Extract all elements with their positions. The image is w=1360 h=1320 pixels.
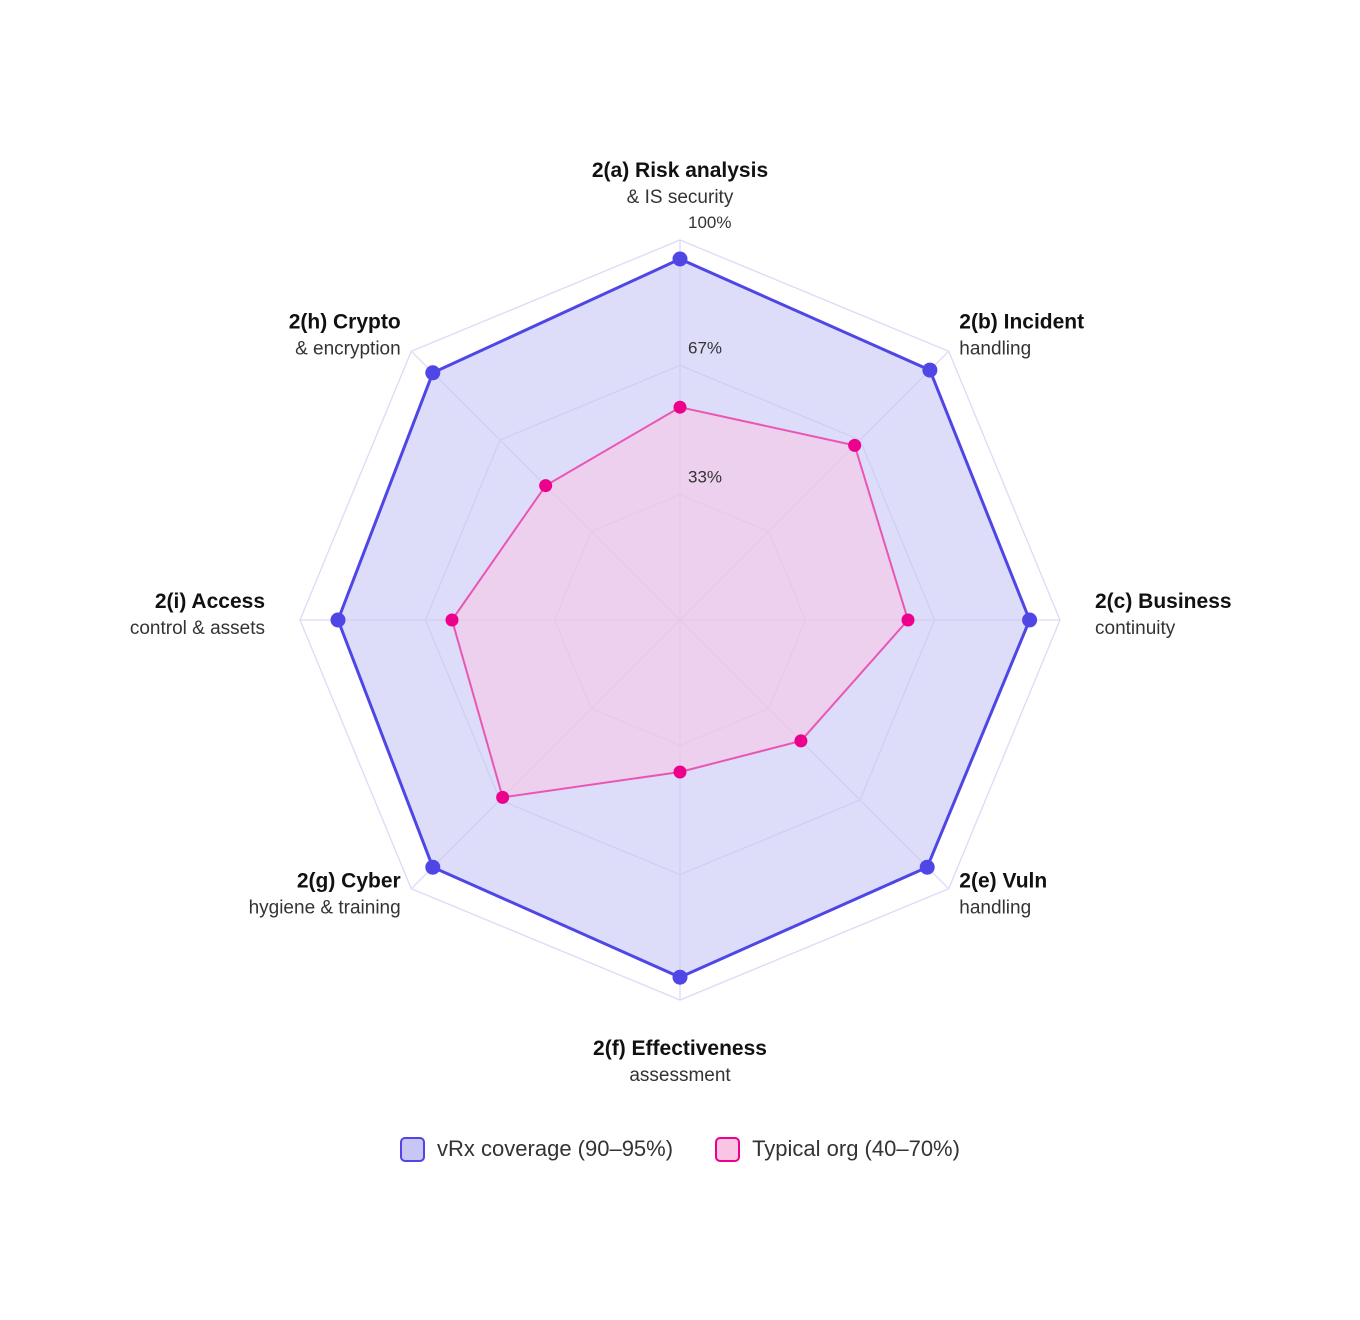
axis-title: 2(a) Risk analysis — [592, 159, 768, 182]
series-point — [539, 479, 553, 493]
radar-axis-labels: 2(a) Risk analysis & IS security 2(b) Inci… — [130, 159, 1232, 1086]
axis-title: 2(e) Vuln — [959, 869, 1047, 892]
axis-label-group: 2(e) Vuln handling — [959, 869, 1047, 918]
tick-label: 33% — [688, 468, 722, 487]
legend-swatch — [400, 1136, 426, 1162]
axis-label-group: 2(a) Risk analysis & IS security — [592, 159, 768, 208]
legend-swatch — [715, 1136, 741, 1162]
axis-subtitle: continuity — [1095, 618, 1176, 639]
axis-subtitle: assessment — [629, 1065, 731, 1086]
axis-label-group: 2(i) Access control & assets — [130, 590, 265, 639]
series-point — [919, 859, 935, 875]
axis-subtitle: hygiene & training — [249, 897, 401, 918]
axis-label-group: 2(b) Incident handling — [959, 311, 1084, 360]
series-point — [672, 251, 688, 267]
series-point — [794, 734, 808, 748]
axis-subtitle: handling — [959, 339, 1031, 360]
axis-title: 2(i) Access — [155, 590, 265, 613]
axis-subtitle: control & assets — [130, 618, 265, 639]
legend-item: vRx coverage (90–95%) — [400, 1136, 673, 1162]
series-point — [496, 790, 510, 804]
axis-label-group: 2(c) Business continuity — [1095, 590, 1232, 639]
tick-label: 67% — [688, 338, 722, 357]
series-point — [445, 613, 459, 627]
axis-subtitle: handling — [959, 897, 1031, 918]
axis-subtitle: & encryption — [295, 339, 401, 360]
axis-title: 2(f) Effectiveness — [593, 1037, 767, 1060]
series-point — [673, 765, 687, 779]
series-point — [901, 613, 915, 627]
legend-item: Typical org (40–70%) — [715, 1136, 960, 1162]
axis-label-group: 2(f) Effectiveness assessment — [593, 1037, 767, 1086]
series-point — [672, 969, 688, 985]
series-point — [922, 362, 938, 378]
legend: vRx coverage (90–95%) Typical org (40–70%… — [0, 1136, 1360, 1162]
axis-label-group: 2(h) Crypto & encryption — [289, 311, 401, 360]
series-point — [673, 400, 687, 414]
axis-subtitle: & IS security — [627, 187, 734, 208]
series-point — [1022, 612, 1038, 628]
axis-title: 2(g) Cyber — [297, 869, 401, 892]
axis-title: 2(h) Crypto — [289, 311, 401, 334]
series-point — [425, 859, 441, 875]
radar-tick-labels: 33% 67% 100% — [688, 213, 731, 487]
series-point — [425, 365, 441, 381]
radar-series — [330, 251, 1038, 985]
series-point — [330, 612, 346, 628]
axis-title: 2(b) Incident — [959, 311, 1084, 334]
legend-label: Typical org (40–70%) — [752, 1136, 960, 1161]
series-2 — [445, 400, 915, 804]
tick-label: 100% — [688, 213, 731, 232]
axis-title: 2(c) Business — [1095, 590, 1232, 613]
axis-label-group: 2(g) Cyber hygiene & training — [249, 869, 401, 918]
legend-label: vRx coverage (90–95%) — [437, 1136, 674, 1161]
series-point — [848, 438, 862, 452]
